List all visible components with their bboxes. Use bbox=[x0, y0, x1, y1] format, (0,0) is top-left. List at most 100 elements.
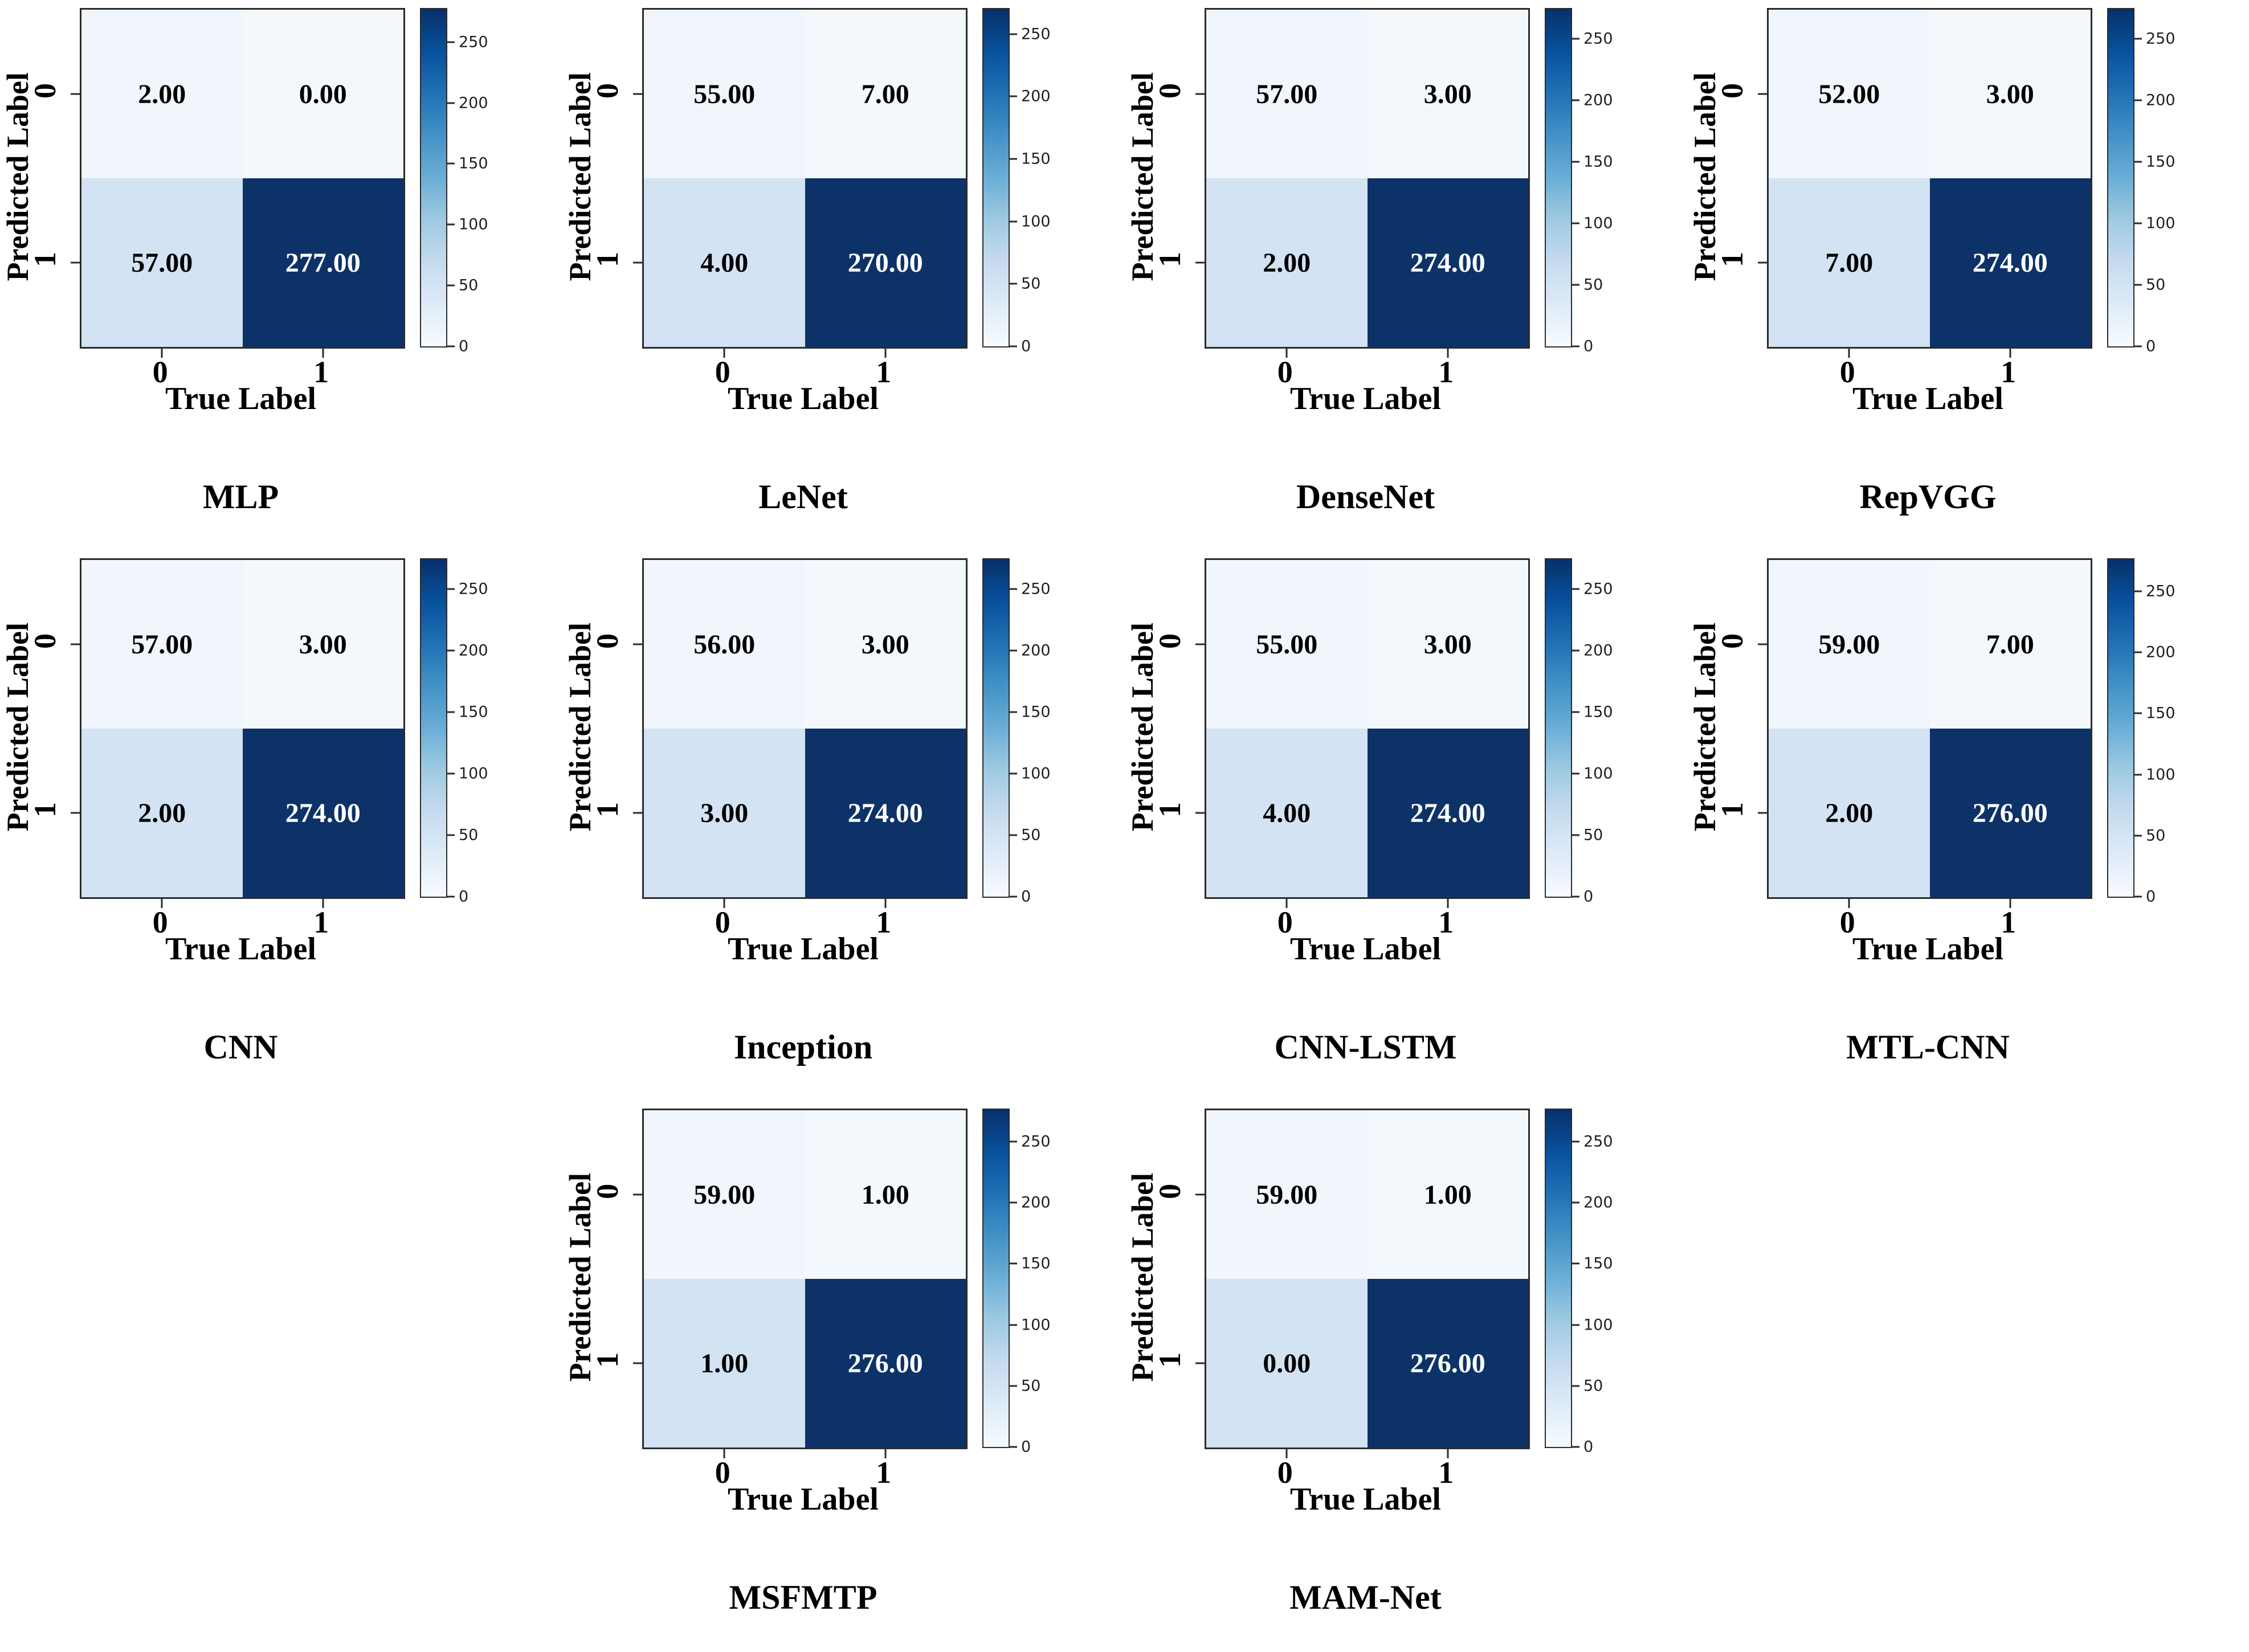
y-axis-label: Predicted Label bbox=[1687, 558, 1723, 895]
matrix-cell: 276.00 bbox=[805, 1279, 966, 1447]
matrix-cell: 2.00 bbox=[1769, 729, 1930, 897]
matrix-cell: 57.00 bbox=[1206, 10, 1368, 178]
y-axis-label: Predicted Label bbox=[1125, 8, 1160, 345]
y-axis-label-text: Predicted Label bbox=[1, 622, 35, 832]
colorbar-tick-mark bbox=[1010, 1201, 1017, 1204]
colorbar-tick-mark bbox=[2134, 590, 2142, 592]
colorbar-tick-mark bbox=[1010, 345, 1017, 347]
cell-value: 276.00 bbox=[1972, 798, 2048, 828]
cell-value: 3.00 bbox=[1423, 629, 1472, 660]
colorbar-tick-mark bbox=[447, 102, 455, 104]
cell-value: 55.00 bbox=[1256, 629, 1318, 660]
colorbar-tick-label: 100 bbox=[2146, 214, 2175, 232]
y-tick-mark bbox=[633, 1193, 642, 1196]
confusion-matrix-subplot: Predicted Label 0 1 2.00 0.00 57.00 277.… bbox=[0, 0, 541, 538]
colorbar: 0 50 100 150 200 250 bbox=[982, 558, 1051, 905]
colorbar-tick-mark bbox=[1010, 1385, 1017, 1387]
cell-value: 270.00 bbox=[847, 247, 923, 278]
confusion-matrix-subplot: Predicted Label 0 1 59.00 7.00 2.00 276.… bbox=[1687, 550, 2228, 1089]
y-tick-mark bbox=[71, 93, 80, 95]
cell-value: 274.00 bbox=[1972, 247, 2048, 278]
colorbar-tick-label: 200 bbox=[1021, 641, 1051, 660]
subplot-title: LeNet bbox=[758, 478, 848, 516]
cell-value: 0.00 bbox=[299, 79, 347, 109]
colorbar-tick-label: 200 bbox=[1583, 1193, 1613, 1212]
y-axis-label: Predicted Label bbox=[562, 558, 598, 895]
x-axis-label: True Label bbox=[1852, 931, 2003, 967]
cell-value: 274.00 bbox=[285, 798, 361, 828]
colorbar-tick-mark bbox=[1010, 895, 1017, 898]
y-tick-label-1: 1 bbox=[28, 252, 62, 267]
x-axis-label: True Label bbox=[728, 381, 879, 416]
colorbar-tick-label: 150 bbox=[1583, 153, 1613, 171]
y-tick-label-1: 1 bbox=[1715, 252, 1749, 267]
matrix-cell: 2.00 bbox=[81, 729, 243, 897]
y-tick-mark bbox=[633, 812, 642, 814]
cell-value: 7.00 bbox=[1986, 629, 2034, 660]
colorbar-tick-mark bbox=[1572, 1201, 1579, 1204]
colorbar-tick-label: 50 bbox=[1021, 275, 1041, 293]
y-tick-mark bbox=[71, 261, 80, 264]
y-tick-mark bbox=[71, 812, 80, 814]
y-tick-label-1: 1 bbox=[590, 252, 625, 267]
colorbar: 0 50 100 150 200 250 bbox=[420, 8, 488, 354]
x-tick-label-1: 1 bbox=[313, 905, 329, 939]
matrix-cell: 7.00 bbox=[1929, 560, 2091, 729]
y-tick-label-0: 0 bbox=[28, 83, 62, 99]
matrix-cell: 2.00 bbox=[1206, 178, 1368, 347]
x-tick-mark bbox=[884, 899, 887, 908]
colorbar-tick-mark bbox=[447, 772, 455, 775]
x-axis-label: True Label bbox=[1852, 381, 2003, 416]
colorbar-tick-label: 200 bbox=[459, 94, 488, 112]
matrix-cell: 59.00 bbox=[1206, 1110, 1368, 1279]
x-tick-label-1: 1 bbox=[2001, 355, 2017, 389]
colorbar-tick-mark bbox=[2134, 99, 2142, 101]
x-tick-mark bbox=[322, 899, 324, 908]
y-tick-label-0: 0 bbox=[1715, 83, 1749, 99]
colorbar-tick-mark bbox=[447, 588, 455, 590]
cell-value: 2.00 bbox=[138, 798, 186, 828]
colorbar-tick-label: 0 bbox=[1583, 1438, 1594, 1456]
colorbar-tick-label: 250 bbox=[1021, 580, 1051, 598]
colorbar: 0 50 100 150 200 250 bbox=[1545, 558, 1613, 905]
y-tick-mark bbox=[633, 93, 642, 95]
colorbar-tick-mark bbox=[2134, 345, 2142, 347]
subplot-title: Inception bbox=[733, 1028, 873, 1066]
matrix-cell: 7.00 bbox=[805, 10, 966, 178]
y-tick-label-1: 1 bbox=[590, 1352, 625, 1368]
cell-value: 7.00 bbox=[1825, 247, 1874, 278]
x-tick-mark bbox=[884, 349, 887, 358]
cell-value: 4.00 bbox=[700, 247, 749, 278]
y-axis-ticks: 0 1 bbox=[1153, 558, 1201, 895]
cell-value: 56.00 bbox=[693, 629, 756, 660]
matrix-cell: 7.00 bbox=[1769, 178, 1930, 347]
matrix-cell: 3.00 bbox=[1929, 10, 2091, 178]
colorbar-tick-mark bbox=[2134, 222, 2142, 224]
colorbar-tick-mark bbox=[2134, 774, 2142, 776]
heatmap-plot: 2.00 0.00 57.00 277.00 bbox=[71, 8, 405, 358]
x-tick-label-0: 0 bbox=[1277, 1455, 1293, 1490]
colorbar-tick-label: 50 bbox=[2146, 276, 2166, 294]
cell-value: 52.00 bbox=[1818, 79, 1880, 109]
colorbar-tick-label: 250 bbox=[1583, 580, 1613, 598]
matrix-cell: 3.00 bbox=[1367, 560, 1528, 729]
colorbar-tick-label: 50 bbox=[2146, 827, 2166, 845]
colorbar-tick-label: 250 bbox=[459, 580, 488, 598]
x-tick-mark bbox=[1848, 899, 1850, 908]
matrix-cell: 4.00 bbox=[1206, 729, 1368, 897]
colorbar-tick-label: 200 bbox=[1021, 1193, 1051, 1212]
cell-value: 2.00 bbox=[138, 79, 186, 109]
colorbar-tick-label: 0 bbox=[459, 888, 469, 906]
x-axis-label: True Label bbox=[1290, 1482, 1441, 1517]
x-tick-label-0: 0 bbox=[715, 905, 730, 939]
colorbar-tick-mark bbox=[447, 834, 455, 836]
y-tick-mark bbox=[1195, 1362, 1205, 1364]
y-tick-label-0: 0 bbox=[28, 633, 62, 649]
matrix-cell: 57.00 bbox=[81, 560, 243, 729]
subplot-title: MSFMTP bbox=[729, 1579, 877, 1616]
y-axis-label-text: Predicted Label bbox=[1125, 72, 1160, 281]
matrix-cell: 0.00 bbox=[242, 10, 403, 178]
y-tick-label-0: 0 bbox=[1153, 83, 1187, 99]
colorbar-tick-label: 250 bbox=[2146, 30, 2175, 48]
y-tick-label-0: 0 bbox=[1153, 1184, 1187, 1199]
